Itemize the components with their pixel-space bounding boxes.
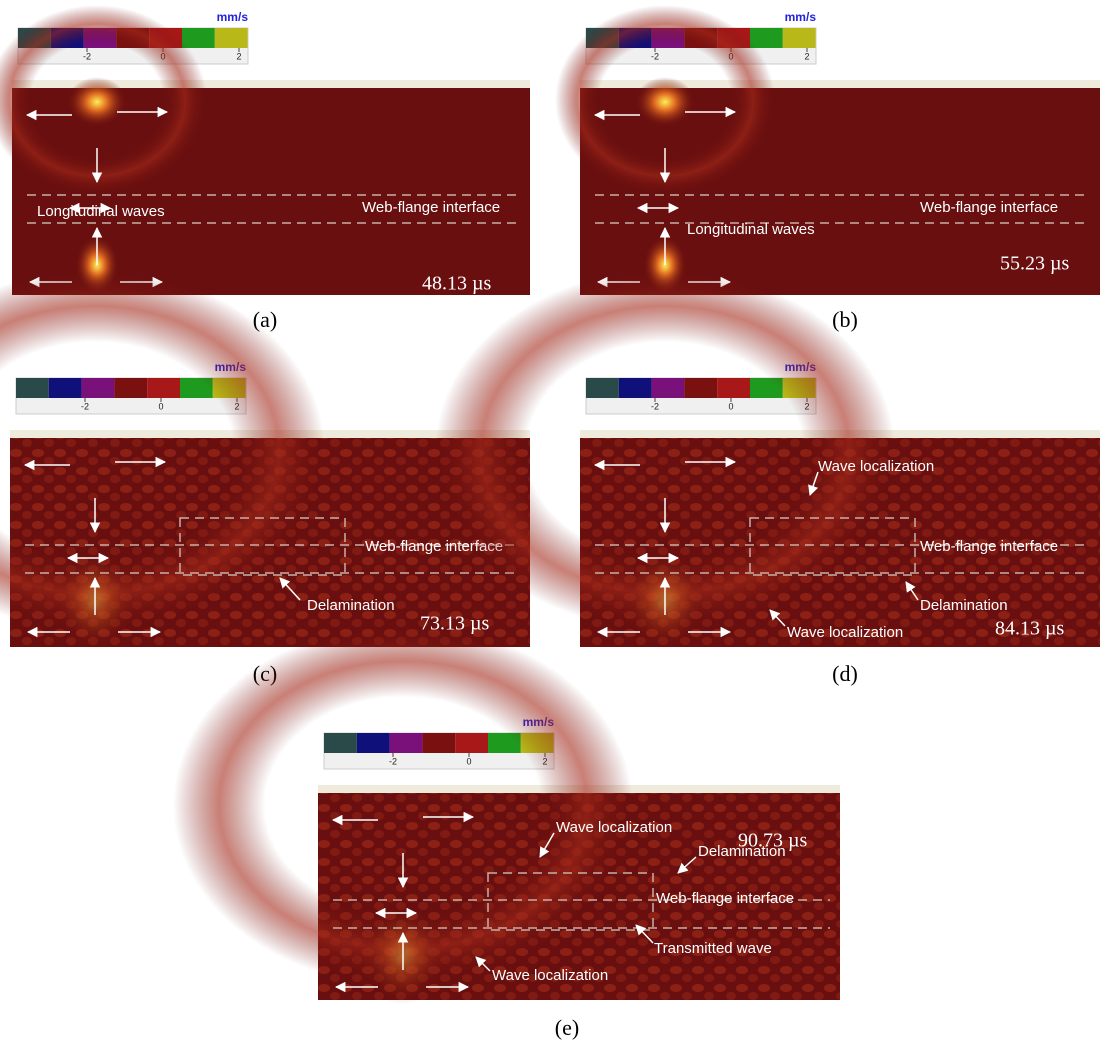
time-label: 55.23 µs <box>1000 253 1070 275</box>
annotation: Transmitted wave <box>654 940 772 957</box>
colorbar-block <box>750 28 783 48</box>
caption: (d) <box>832 661 858 686</box>
colorbar-block <box>182 28 215 48</box>
colorbar-block <box>783 28 816 48</box>
annotation: Web-flange interface <box>920 199 1058 216</box>
annotation: Wave localization <box>556 819 672 836</box>
panel: mm/s-202Web-flange interfaceLongitudinal… <box>555 5 1100 295</box>
caption: (b) <box>832 307 858 332</box>
annotation: Web-flange interface <box>656 890 794 907</box>
time-label: 84.13 µs <box>995 618 1065 640</box>
figure: mm/s-202Longitudinal wavesWeb-flange int… <box>0 0 1100 1046</box>
caption: (e) <box>555 1015 579 1040</box>
annotation: Web-flange interface <box>362 199 500 216</box>
source-glow <box>67 77 127 127</box>
source-glow <box>635 77 695 127</box>
annotation: Wave localization <box>787 624 903 641</box>
colorbar-block <box>215 28 248 48</box>
annotation: Web-flange interface <box>920 538 1058 555</box>
annotation: Wave localization <box>818 458 934 475</box>
colorbar-unit: mm/s <box>217 10 249 24</box>
panel: mm/s-202Wave localizationDelaminationWeb… <box>173 625 840 1005</box>
colorbar-tick-label: 2 <box>236 51 241 61</box>
annotation: Delamination <box>307 597 395 614</box>
annotation: Longitudinal waves <box>687 221 815 238</box>
annotation: Longitudinal waves <box>37 203 165 220</box>
colorbar-tick-label: 2 <box>804 51 809 61</box>
colorbar-unit: mm/s <box>785 10 817 24</box>
time-label: 90.73 µs <box>738 830 808 852</box>
annotation: Wave localization <box>492 967 608 984</box>
annotation: Delamination <box>920 597 1008 614</box>
time-label: 48.13 µs <box>422 273 492 295</box>
